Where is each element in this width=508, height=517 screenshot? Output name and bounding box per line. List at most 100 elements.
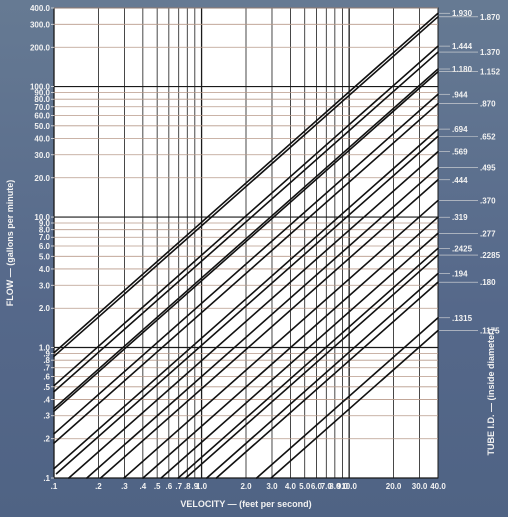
y-tick-label: 2.0 xyxy=(39,304,51,313)
x-tick-label: .3 xyxy=(121,482,128,491)
x-tick-label: .5 xyxy=(154,482,161,491)
series-line xyxy=(142,216,439,479)
y-tick-label: .8 xyxy=(43,356,50,365)
tube-id-label: .944 xyxy=(452,90,468,99)
series-line xyxy=(53,45,439,387)
y-tick-label: 100.0 xyxy=(30,83,51,92)
x-tick-label: .2 xyxy=(95,482,102,491)
tube-id-label: .495 xyxy=(480,163,496,172)
series-line xyxy=(160,232,439,479)
tube-id-label: .444 xyxy=(452,176,468,185)
x-axis-title: VELOCITY — (feet per second) xyxy=(180,499,311,509)
series-line xyxy=(255,316,439,479)
y-tick-label: .1 xyxy=(43,474,50,483)
tube-id-label: .180 xyxy=(480,278,496,287)
x-tick-label: .9 xyxy=(191,482,198,491)
x-tick-label: 10.0 xyxy=(341,482,357,491)
series-line xyxy=(206,272,439,479)
tube-id-label: .370 xyxy=(480,196,496,205)
x-tick-label: 4.0 xyxy=(285,482,297,491)
series-line xyxy=(270,329,439,479)
y-tick-label: 1.0 xyxy=(39,344,51,353)
y-tick-label: 40.0 xyxy=(34,134,50,143)
tube-id-label: 1.870 xyxy=(480,13,501,22)
tube-id-labels: 1.930 1.870 1.444 1.370 1.180 1.152 .944 .870 .6… xyxy=(439,9,501,336)
tube-id-label: .1175 xyxy=(480,327,500,336)
series-line xyxy=(53,93,439,435)
tube-id-label: 1.444 xyxy=(452,42,473,51)
y-tick-label: 70.0 xyxy=(34,103,50,112)
y-tick-label: .3 xyxy=(43,412,50,421)
y-tick-label: 9.0 xyxy=(39,219,51,228)
y-tick-label: 8.0 xyxy=(39,226,51,235)
x-tick-label: 2.0 xyxy=(240,482,252,491)
series-line xyxy=(53,128,439,470)
y-tick-label: 7.0 xyxy=(39,233,51,242)
x-tick-label: 5.0 xyxy=(299,482,311,491)
x-tick-label: 8.0 xyxy=(329,482,341,491)
series-line xyxy=(123,199,439,479)
y-tick-label: 90.0 xyxy=(34,89,50,98)
y-tick-label: 60.0 xyxy=(34,112,50,121)
series-lines xyxy=(53,12,439,479)
x-tick-label: 1.0 xyxy=(196,482,208,491)
y-gridlines xyxy=(51,7,438,479)
x-tick-labels: .1 .2 .3 .4 .5 .6.7.8.91.0 2.0 3.0 4.0 5.0 6.07.08… xyxy=(51,482,447,491)
y-tick-label: 50.0 xyxy=(34,122,50,131)
y-tick-label: 30.0 xyxy=(34,151,50,160)
y-tick-label: .5 xyxy=(43,383,50,392)
x-tick-label: 20.0 xyxy=(386,482,402,491)
y-tick-label: 80.0 xyxy=(34,95,50,104)
y-tick-label: .9 xyxy=(43,349,50,358)
y-tick-label: 10.0 xyxy=(34,213,50,222)
y-tick-label: 4.0 xyxy=(39,265,51,274)
series-line xyxy=(53,16,439,358)
x-tick-label: .7 xyxy=(175,482,182,491)
tube-id-label: .2425 xyxy=(452,244,473,253)
series-line xyxy=(68,150,439,479)
series-line xyxy=(86,166,439,479)
tube-id-label: .870 xyxy=(480,100,496,109)
x-tick-label: .8 xyxy=(184,482,191,491)
series-line xyxy=(53,12,439,354)
tube-id-label: 1.152 xyxy=(480,68,501,77)
series-line xyxy=(53,102,439,444)
tube-id-label: 1.370 xyxy=(480,48,501,57)
x-tick-label: .4 xyxy=(140,482,147,491)
y-tick-labels: .1.2.3.4.5.6.7.8.91.02.03.04.05.06.07.08… xyxy=(30,4,51,483)
y-tick-label: 300.0 xyxy=(30,20,51,29)
y-axis-title: FLOW — (gallons per minute) xyxy=(5,180,15,307)
y-tick-label: 5.0 xyxy=(39,252,51,261)
tube-id-label: .277 xyxy=(480,229,496,238)
x-tick-label: .1 xyxy=(51,482,58,491)
x-tick-label: 40.0 xyxy=(430,482,446,491)
x-tick-label: .6 xyxy=(166,482,173,491)
y-tick-label: 20.0 xyxy=(34,174,50,183)
tube-id-label: .652 xyxy=(480,132,496,141)
tube-id-label: .569 xyxy=(452,148,468,157)
series-line xyxy=(99,178,439,479)
tube-id-label: .194 xyxy=(452,270,468,279)
tube-id-label: .694 xyxy=(452,125,468,134)
tube-id-label: 1.930 xyxy=(452,9,473,18)
series-line xyxy=(53,51,439,393)
x-tick-label: 3.0 xyxy=(266,482,278,491)
series-line xyxy=(185,254,439,479)
x-tick-label: 6.0 xyxy=(311,482,323,491)
y-tick-label: 200.0 xyxy=(30,43,51,52)
series-line xyxy=(215,281,439,479)
series-line xyxy=(177,247,439,479)
x-tick-label: 30.0 xyxy=(412,482,428,491)
y-tick-label: 6.0 xyxy=(39,242,51,251)
tube-id-label: .2285 xyxy=(480,251,501,260)
tube-id-label: .319 xyxy=(452,213,468,222)
series-line xyxy=(53,70,439,413)
y-tick-label: 400.0 xyxy=(30,4,51,13)
y-tick-label: 3.0 xyxy=(39,281,51,290)
y-tick-label: .2 xyxy=(43,435,50,444)
y-tick-label: .6 xyxy=(43,372,50,381)
tube-id-label: 1.180 xyxy=(452,65,473,74)
right-axis-title: TUBE I.D. — (inside diameter) xyxy=(486,328,496,455)
